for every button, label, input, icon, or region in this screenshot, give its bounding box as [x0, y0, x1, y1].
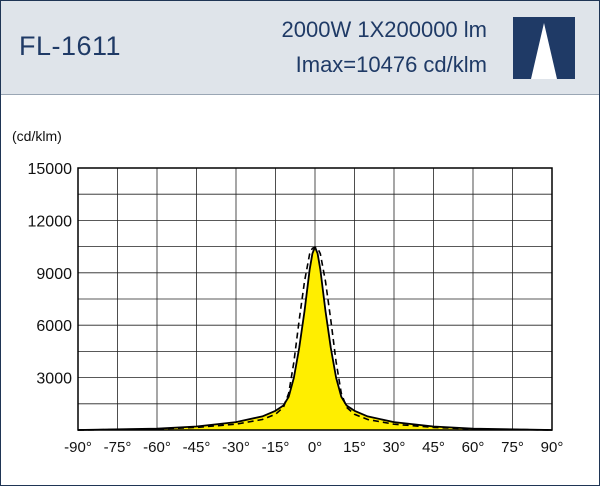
- x-tick-label: -45°: [183, 439, 211, 456]
- y-tick-labels: 15000 12000 9000 6000 3000: [28, 161, 73, 388]
- x-tick-label: 0°: [308, 439, 322, 456]
- plot-border: [77, 167, 553, 431]
- power-lumen-spec: 2000W 1X200000 lm: [281, 17, 487, 42]
- y-tick-label: 9000: [36, 266, 72, 283]
- x-tick-label: -90°: [64, 439, 92, 456]
- x-tick-label: 60°: [462, 439, 485, 456]
- model-name: FL-1611: [19, 31, 122, 61]
- y-tick-label: 3000: [36, 371, 72, 388]
- x-tick-label: -15°: [262, 439, 290, 456]
- dashed-intensity-curve: [77, 246, 553, 431]
- y-tick-label: 12000: [28, 213, 73, 230]
- x-tick-labels: -90° -75° -60° -45° -30° -15° 0° 15° 30° 45° 60° 75…: [64, 439, 563, 456]
- brand-logo-icon: [513, 17, 575, 79]
- x-tick-label: -75°: [104, 439, 132, 456]
- x-tick-label: -30°: [222, 439, 250, 456]
- x-tick-label: 30°: [383, 439, 406, 456]
- x-tick-label: 15°: [343, 439, 366, 456]
- intensity-max-spec: Imax=10476 cd/klm: [295, 52, 487, 77]
- y-tick-label: 15000: [28, 161, 73, 178]
- y-axis-label: (cd/klm): [12, 128, 62, 144]
- header-bar: FL-1611 2000W 1X200000 lm Imax=10476 cd/…: [1, 1, 599, 95]
- logo-beam-shape: [531, 23, 557, 79]
- x-tick-label: -60°: [143, 439, 171, 456]
- y-tick-label: 6000: [36, 318, 72, 335]
- x-tick-label: 45°: [422, 439, 445, 456]
- x-tick-label: 90°: [541, 439, 564, 456]
- x-tick-label: 75°: [501, 439, 524, 456]
- curve-fill-area: [78, 247, 552, 430]
